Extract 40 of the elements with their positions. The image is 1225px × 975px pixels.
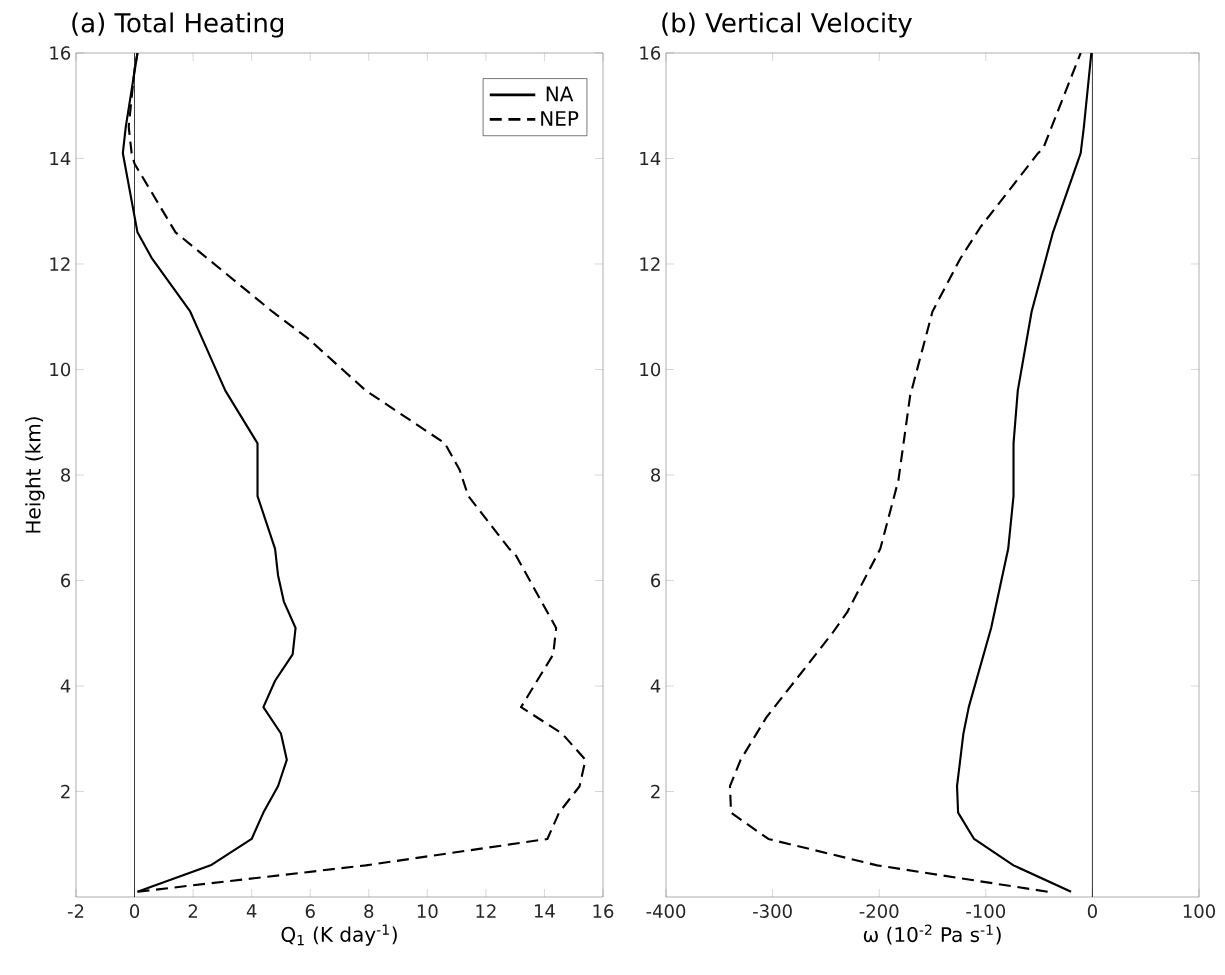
legend-label: NEP — [541, 111, 579, 126]
y-tick-label: 14 — [50, 151, 71, 166]
chart-title: (a) Total Heating — [72, 12, 284, 38]
y-tick-label: 16 — [50, 46, 71, 60]
x-axis-title: Q$_{1}$ (K day$^{-1}$) — [281, 924, 397, 946]
x-tick-label: 6 — [305, 904, 315, 918]
x-tick-label: 0 — [1087, 904, 1097, 918]
y-tick-label: 16 — [640, 46, 661, 60]
x-tick-label: 4 — [246, 904, 257, 918]
y-tick-label: 8 — [651, 468, 661, 482]
x-tick-label: -300 — [753, 904, 792, 918]
x-tick-label: 14 — [534, 904, 555, 918]
x-tick-label: -200 — [859, 904, 899, 918]
x-tick-label: -2 — [67, 904, 84, 918]
y-axis-title: Height (km) — [25, 417, 45, 533]
y-tick-label: 2 — [651, 784, 660, 799]
x-tick-label: 12 — [476, 904, 496, 918]
y-tick-label: 4 — [650, 679, 661, 693]
x-tick-label: -100 — [966, 904, 1006, 918]
y-tick-label: 12 — [50, 257, 70, 271]
chart-title: (b) Vertical Velocity — [662, 12, 912, 38]
y-tick-label: 12 — [640, 257, 660, 271]
x-axis-title: ω (10$^{-2}$ Pa s$^{-1}$) — [863, 924, 1001, 945]
y-tick-label: 6 — [651, 573, 661, 588]
y-tick-label: 10 — [640, 362, 661, 377]
y-tick-label: 2 — [61, 784, 70, 799]
y-tick-label: 8 — [61, 468, 71, 482]
y-tick-label: 4 — [60, 679, 71, 693]
x-tick-label: -400 — [646, 904, 686, 918]
y-tick-label: 10 — [50, 362, 71, 377]
y-tick-label: 6 — [61, 573, 71, 588]
x-tick-label: 10 — [417, 904, 438, 918]
x-tick-label: 0 — [130, 904, 140, 918]
y-tick-label: 14 — [640, 151, 661, 166]
legend-label: NA — [546, 86, 574, 102]
line-series — [728, 52, 1082, 893]
x-tick-label: 8 — [364, 904, 374, 918]
x-tick-label: 16 — [593, 904, 614, 918]
x-tick-label: 2 — [188, 904, 198, 918]
x-tick-label: 100 — [1183, 904, 1215, 918]
